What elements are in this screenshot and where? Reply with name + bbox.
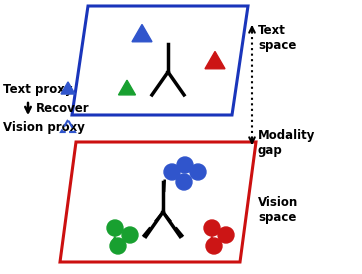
- Text: Vision
space: Vision space: [258, 196, 298, 224]
- Circle shape: [218, 227, 234, 243]
- Circle shape: [204, 220, 220, 236]
- Text: Recover: Recover: [36, 102, 90, 116]
- Circle shape: [177, 157, 193, 173]
- Polygon shape: [61, 82, 75, 94]
- Text: Modality
gap: Modality gap: [258, 129, 315, 157]
- Polygon shape: [205, 52, 225, 69]
- Polygon shape: [132, 24, 152, 42]
- Polygon shape: [118, 80, 135, 95]
- Circle shape: [107, 220, 123, 236]
- Text: Text
space: Text space: [258, 24, 296, 52]
- Circle shape: [190, 164, 206, 180]
- Circle shape: [206, 238, 222, 254]
- Circle shape: [176, 174, 192, 190]
- Circle shape: [122, 227, 138, 243]
- Text: Vision proxy: Vision proxy: [3, 121, 85, 135]
- Circle shape: [164, 164, 180, 180]
- Circle shape: [110, 238, 126, 254]
- Text: Text proxy: Text proxy: [3, 84, 72, 96]
